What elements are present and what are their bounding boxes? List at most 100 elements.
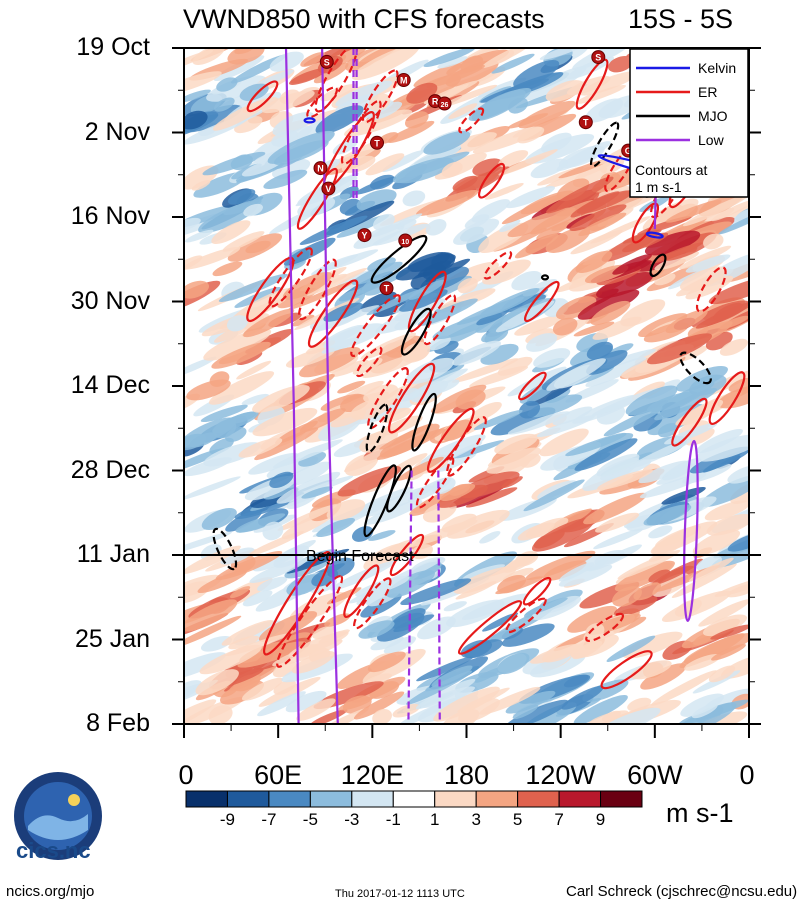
heat-cell bbox=[316, 517, 356, 538]
heat-cell bbox=[648, 525, 673, 539]
storm-label: G bbox=[625, 146, 632, 156]
heat-cell bbox=[202, 151, 266, 176]
heat-cell bbox=[578, 212, 627, 236]
heat-cell bbox=[234, 287, 281, 308]
heat-cell bbox=[399, 289, 448, 312]
heat-cell bbox=[706, 513, 749, 536]
heat-cell bbox=[252, 407, 318, 437]
heat-cell bbox=[425, 379, 460, 395]
heat-cell bbox=[665, 309, 708, 334]
heat-cell bbox=[457, 277, 478, 294]
heat-cell bbox=[249, 557, 308, 583]
er-contour bbox=[600, 650, 653, 690]
heat-cell bbox=[273, 679, 296, 695]
mjo-contour bbox=[649, 253, 667, 278]
forecast-line: Begin Forecast bbox=[172, 548, 761, 565]
er-contour bbox=[389, 533, 425, 577]
heat-cell bbox=[734, 209, 749, 224]
heat-cell bbox=[708, 665, 736, 683]
heat-cell bbox=[505, 690, 556, 714]
legend-label: Low bbox=[698, 132, 725, 148]
er-contour bbox=[671, 397, 708, 447]
er-contour bbox=[314, 48, 358, 113]
heat-cell bbox=[428, 335, 451, 351]
logo-icon bbox=[14, 772, 102, 860]
heat-cell bbox=[326, 499, 366, 521]
heat-cell bbox=[613, 596, 658, 617]
heat-cell bbox=[661, 486, 706, 505]
heat-cell bbox=[344, 109, 413, 137]
er-contour bbox=[478, 162, 506, 199]
heat-cell bbox=[572, 640, 603, 660]
heat-cell bbox=[546, 358, 606, 391]
heat-cell bbox=[718, 208, 749, 235]
heat-cell bbox=[536, 415, 595, 438]
heat-cell bbox=[237, 641, 307, 668]
heat-cell bbox=[310, 254, 359, 276]
heat-cell bbox=[708, 275, 749, 305]
er-contour bbox=[367, 367, 409, 430]
heat-cell bbox=[533, 348, 571, 368]
heat-cell bbox=[654, 273, 676, 286]
heat-cell bbox=[203, 328, 272, 361]
heat-cell bbox=[710, 624, 749, 640]
heat-cell bbox=[633, 582, 661, 601]
heat-cell bbox=[288, 280, 355, 310]
heat-cell bbox=[591, 387, 660, 417]
heat-cell bbox=[702, 614, 748, 637]
y-tick-label: 16 Nov bbox=[70, 202, 150, 230]
er-contour bbox=[276, 574, 344, 668]
heat-cell bbox=[451, 358, 519, 383]
heat-cell bbox=[498, 149, 558, 176]
heat-cell bbox=[330, 359, 369, 377]
x-tick-label: 120W bbox=[525, 760, 596, 790]
storm-symbol: 26 bbox=[437, 96, 452, 111]
heat-cell bbox=[258, 676, 321, 707]
heat-cell bbox=[448, 103, 478, 119]
heat-cell bbox=[236, 360, 272, 380]
heat-cell bbox=[694, 711, 748, 724]
heat-cell bbox=[711, 199, 749, 222]
kelvin-contour bbox=[645, 231, 664, 239]
heat-cell bbox=[252, 554, 292, 572]
heat-cell bbox=[282, 271, 333, 300]
heat-cell bbox=[230, 287, 295, 324]
heat-cell bbox=[320, 83, 357, 102]
y-tick-label: 25 Jan bbox=[74, 624, 150, 653]
heat-cell bbox=[206, 75, 267, 102]
storm-label: 26 bbox=[441, 102, 449, 109]
colorbar bbox=[185, 790, 643, 808]
heat-cell bbox=[514, 314, 565, 336]
heat-cell bbox=[482, 259, 531, 285]
x-tick-label: 180 bbox=[443, 760, 490, 790]
legend-note: Contours at bbox=[635, 162, 707, 178]
heat-cell bbox=[643, 504, 692, 526]
x-tick-label: 60W bbox=[627, 760, 683, 790]
heat-cell bbox=[583, 492, 647, 525]
heat-cell bbox=[665, 199, 722, 223]
heat-cell bbox=[220, 680, 264, 705]
heat-cell bbox=[539, 428, 589, 457]
heat-cell bbox=[518, 100, 576, 129]
er-contour bbox=[458, 107, 485, 134]
heat-cell bbox=[376, 428, 446, 460]
heat-cell bbox=[238, 437, 283, 458]
storm-label: T bbox=[374, 138, 380, 148]
heat-cell bbox=[213, 55, 265, 81]
heat-cell bbox=[646, 333, 713, 365]
heat-cell bbox=[301, 486, 333, 499]
heat-cell bbox=[360, 332, 417, 360]
colorbar-swatch bbox=[392, 790, 436, 808]
heat-cell bbox=[446, 599, 505, 628]
heat-cell bbox=[593, 528, 644, 550]
heat-cell bbox=[350, 398, 391, 420]
heat-cell bbox=[480, 343, 519, 365]
heat-cell bbox=[184, 531, 232, 555]
heat-cell bbox=[254, 427, 319, 461]
heat-cell bbox=[481, 48, 530, 68]
storm-symbol: M bbox=[396, 73, 411, 87]
heat-cell bbox=[612, 586, 642, 607]
storm-label: 10 bbox=[401, 239, 409, 246]
heat-cell bbox=[479, 686, 541, 715]
heat-cell bbox=[417, 298, 478, 327]
